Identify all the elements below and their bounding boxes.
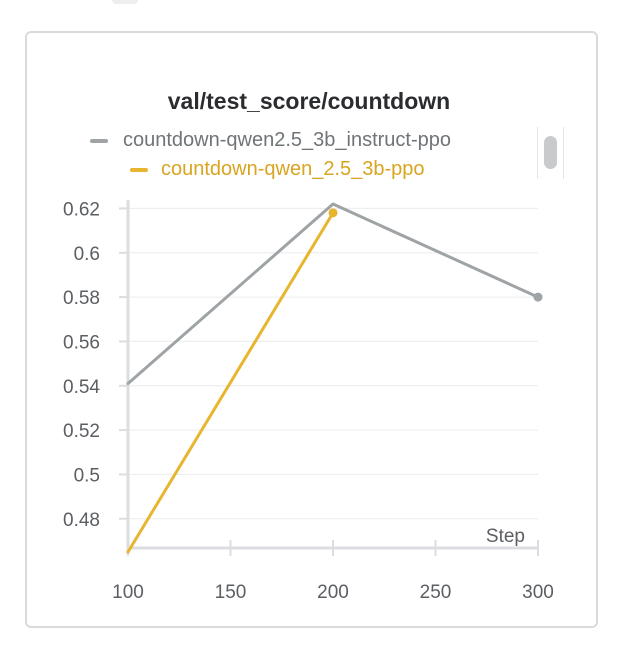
y-tick-label: 0.54 <box>63 377 100 398</box>
y-tick-label: 0.5 <box>74 465 100 486</box>
y-tick-label: 0.58 <box>63 288 100 309</box>
legend-swatch-instruct-ppo <box>90 139 108 143</box>
y-tick-label: 0.56 <box>63 332 100 353</box>
legend-item-instruct-ppo[interactable]: countdown-qwen2.5_3b_instruct-ppo <box>90 126 530 155</box>
legend-item-base-ppo[interactable]: countdown-qwen_2.5_3b-ppo <box>90 155 530 184</box>
x-axis-title: Step <box>486 526 525 547</box>
top-edge-stub <box>112 0 138 4</box>
x-tick-label: 100 <box>112 582 144 603</box>
legend-label-instruct-ppo: countdown-qwen2.5_3b_instruct-ppo <box>123 129 451 151</box>
chart-legend: countdown-qwen2.5_3b_instruct-ppo countd… <box>90 126 530 184</box>
x-tick-label: 250 <box>420 582 452 603</box>
y-tick-label: 0.48 <box>63 510 100 531</box>
series-line-1 <box>126 211 335 554</box>
chart-title: val/test_score/countdown <box>167 88 451 114</box>
legend-swatch-base-ppo <box>130 168 148 172</box>
y-tick-label: 0.6 <box>74 244 100 265</box>
series-end-marker-1 <box>328 208 338 218</box>
legend-scroll-thumb[interactable] <box>544 136 557 169</box>
y-tick-label: 0.62 <box>63 199 100 220</box>
x-tick-label: 200 <box>317 582 349 603</box>
chart-panel <box>25 31 598 628</box>
x-tick-label: 150 <box>215 582 247 603</box>
x-tick-label: 300 <box>522 582 554 603</box>
legend-scrollbar[interactable] <box>537 127 564 179</box>
y-tick-label: 0.52 <box>63 421 100 442</box>
series-end-marker-0 <box>533 292 543 302</box>
legend-label-base-ppo: countdown-qwen_2.5_3b-ppo <box>161 158 425 180</box>
series-line-0 <box>126 202 540 386</box>
